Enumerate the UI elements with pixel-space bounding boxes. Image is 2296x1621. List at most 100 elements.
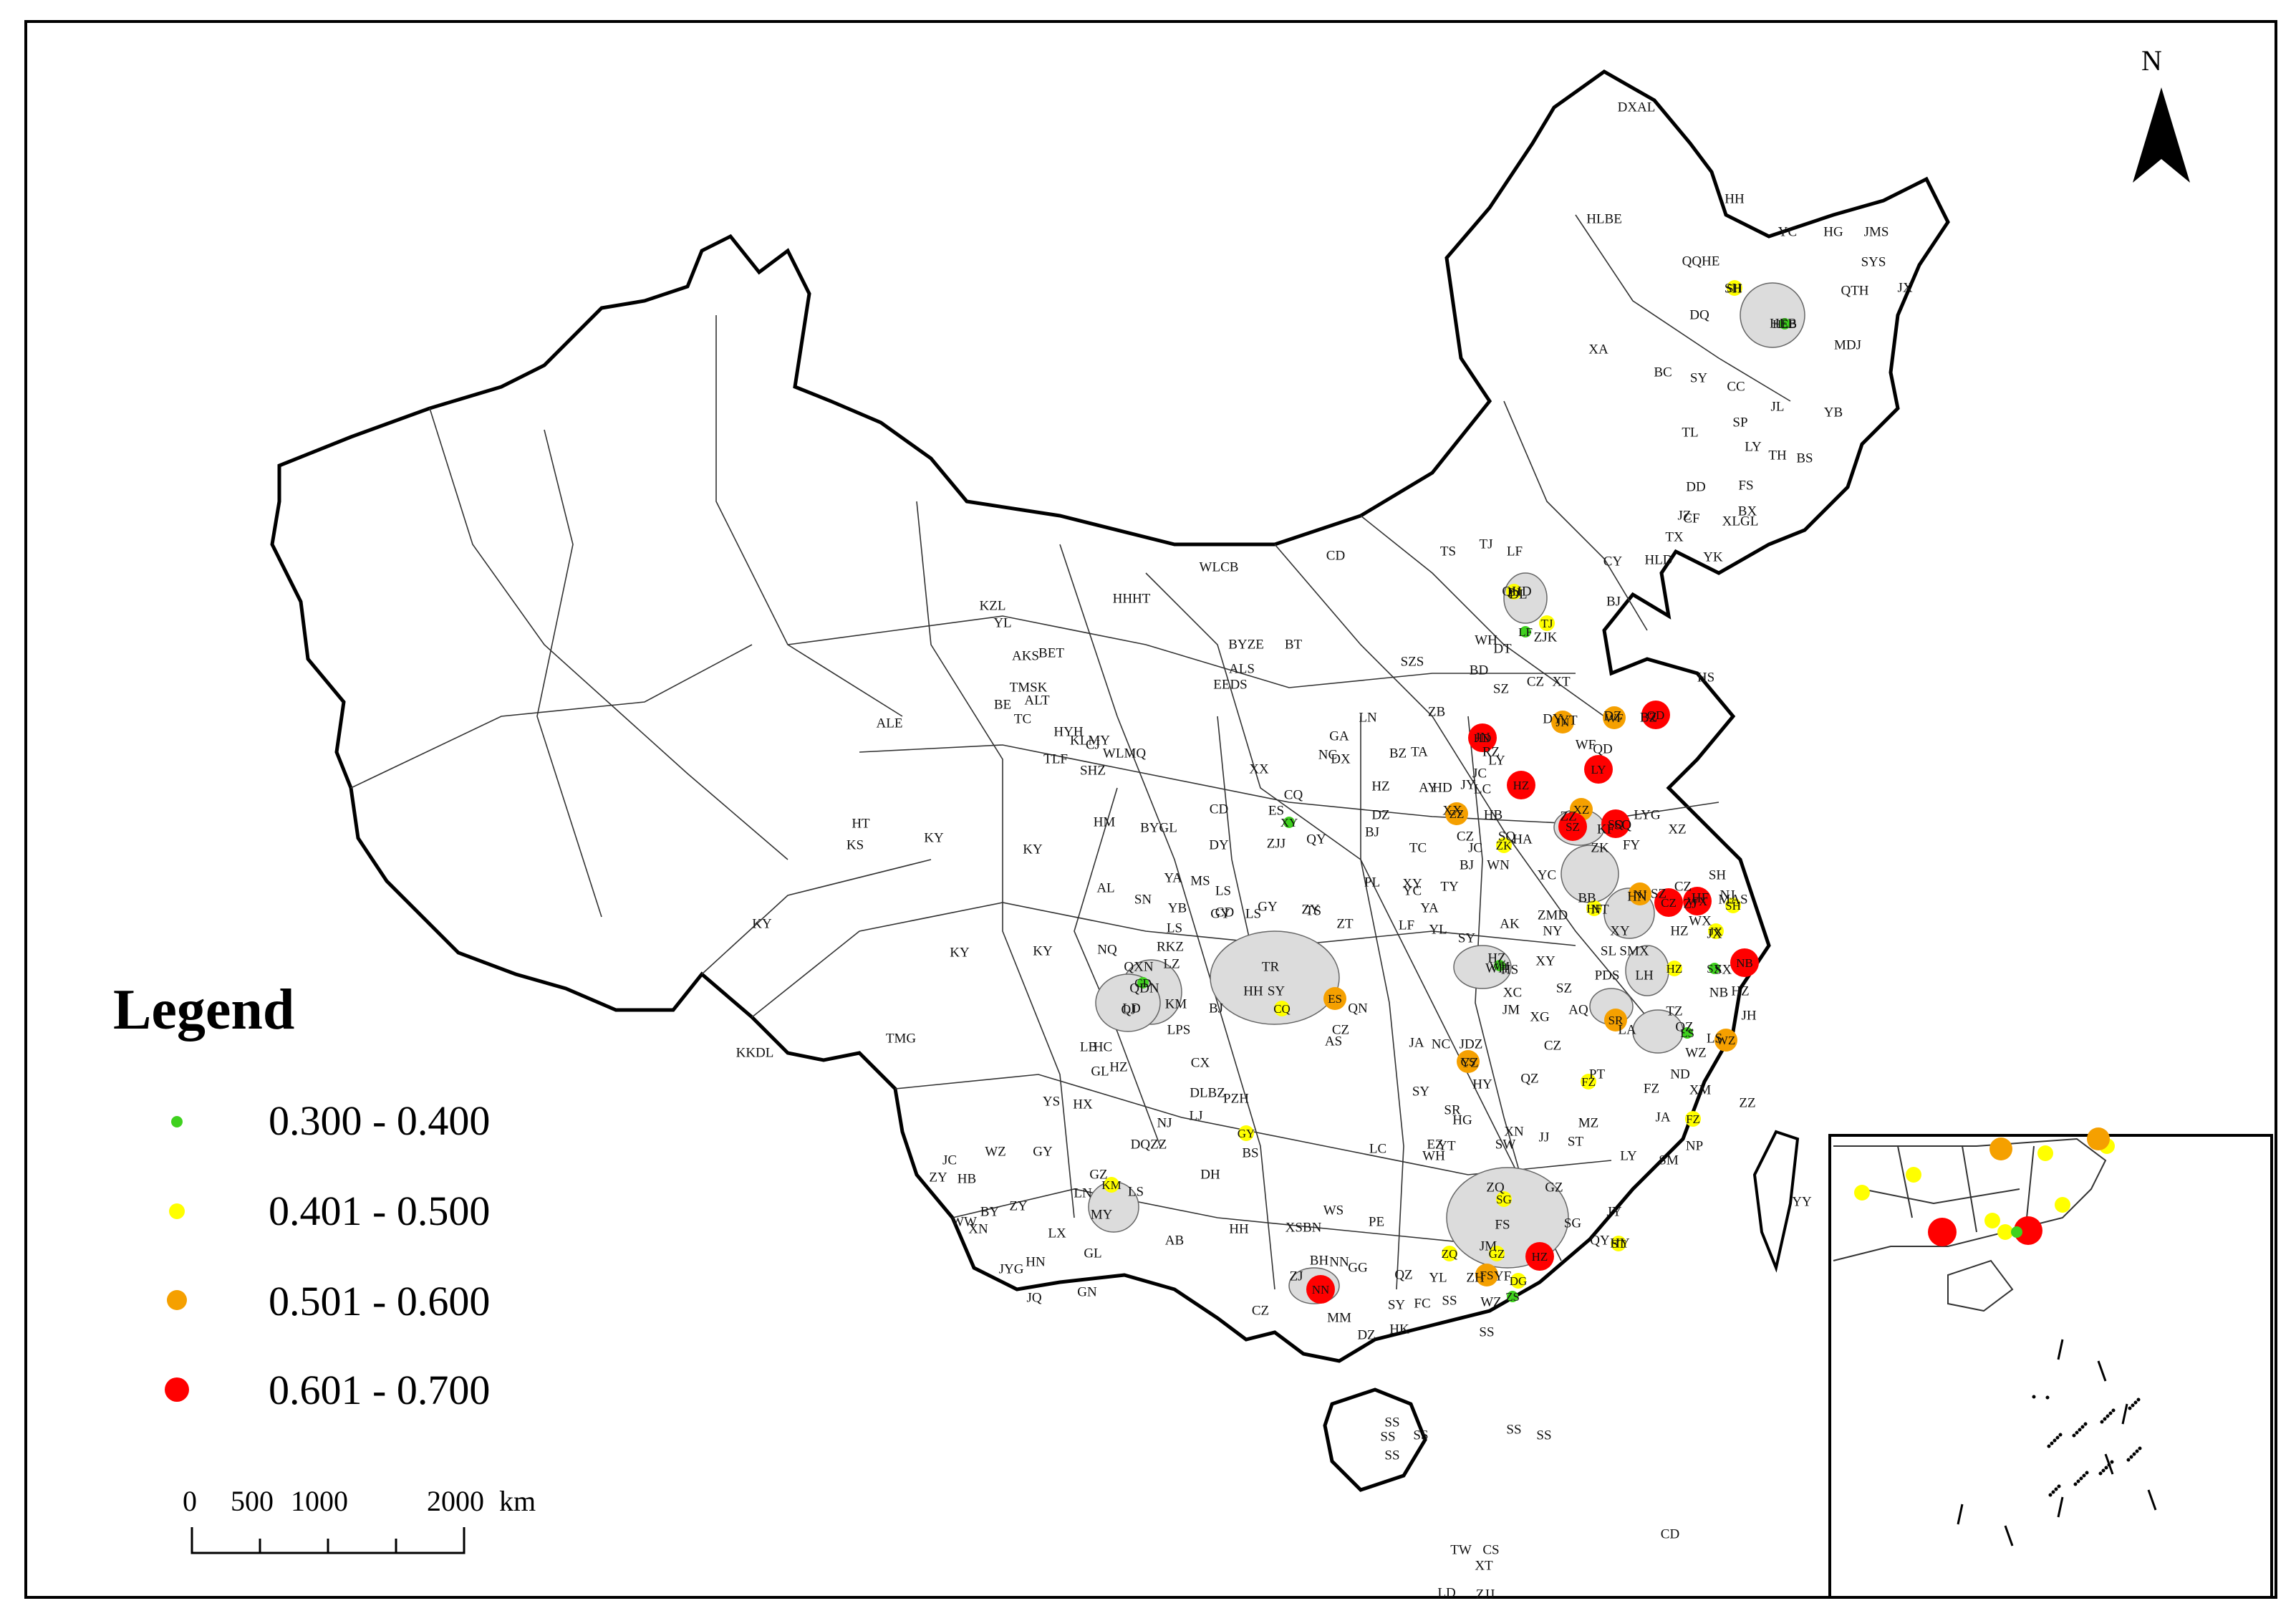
region-label: LS xyxy=(1127,1184,1144,1200)
city-code: ZQ xyxy=(1442,1247,1458,1261)
island xyxy=(2050,1441,2054,1446)
region-label: BJ xyxy=(1364,824,1380,840)
region-label: XG xyxy=(1530,1009,1550,1025)
region-label: TJ xyxy=(1479,537,1493,552)
city-dot xyxy=(1727,280,1742,296)
island xyxy=(2133,1400,2138,1405)
region-label: PL xyxy=(1364,875,1381,890)
region-label: DL xyxy=(1509,587,1528,602)
region-label: XT xyxy=(1475,1558,1493,1574)
city-marker: FS xyxy=(1475,1264,1498,1286)
hainan-island xyxy=(1323,1387,1427,1492)
city-marker: HZ xyxy=(1666,961,1682,976)
region-label: PZH xyxy=(1223,1091,1249,1107)
region-label: QXN xyxy=(1124,959,1154,975)
region-label: JJ xyxy=(1538,1130,1550,1145)
region-label: NJ xyxy=(1157,1115,1172,1131)
region-label: XY xyxy=(1535,953,1555,969)
city-code: QD xyxy=(1647,708,1665,722)
region-label: SG xyxy=(1563,1216,1582,1231)
region-label: SH xyxy=(1724,281,1742,297)
region-label: HLD xyxy=(1644,552,1673,568)
region-label: CX xyxy=(1190,1055,1210,1071)
city-dot xyxy=(1306,1275,1335,1304)
city-code: CS xyxy=(1461,1055,1476,1069)
island xyxy=(2100,1420,2104,1424)
region-label: ES xyxy=(1268,803,1285,819)
region-label: SM xyxy=(1659,1153,1679,1168)
sea-boundary-dash xyxy=(2121,1403,2128,1425)
city-dot xyxy=(1506,584,1522,600)
region-label: HHHT xyxy=(1112,591,1151,607)
region-label: WN xyxy=(1487,857,1510,873)
region-label: BJ xyxy=(1606,594,1621,610)
region-label: HM xyxy=(1093,814,1116,830)
inset-boundary xyxy=(1947,1259,2014,1312)
region-label: XN xyxy=(1504,1124,1524,1140)
island xyxy=(2054,1487,2058,1491)
region-label: LF xyxy=(1398,918,1415,933)
region-label: AB xyxy=(1164,1233,1185,1249)
city-marker: NJ xyxy=(1629,882,1651,905)
region-label: HZ xyxy=(1731,983,1750,999)
legend-dot-green xyxy=(171,1116,183,1127)
sea-boundary-dash xyxy=(2057,1496,2064,1518)
region-label: YF xyxy=(1493,1269,1512,1284)
city-dot xyxy=(1601,809,1630,838)
city-code: FS xyxy=(1480,1269,1494,1282)
region-label: LY xyxy=(1620,1148,1637,1164)
city-code: WZ xyxy=(1717,1034,1735,1047)
city-marker: WH xyxy=(1490,959,1510,973)
region-label: FS xyxy=(1738,478,1754,494)
region-label: LD xyxy=(1437,1585,1456,1601)
region-label: PDS xyxy=(1594,968,1620,983)
region-label: LC xyxy=(1369,1141,1387,1157)
region-label: KM xyxy=(1164,996,1187,1012)
region-label: ZJJ xyxy=(1266,836,1286,852)
inset-city-dot xyxy=(2087,1127,2110,1150)
city-dot xyxy=(1666,961,1682,976)
region-label: WH xyxy=(1475,632,1497,648)
region-label: LS xyxy=(1245,906,1262,922)
city-marker: WF xyxy=(1603,706,1626,729)
region-label: QZ xyxy=(1394,1267,1413,1283)
island xyxy=(2048,1493,2053,1497)
city-marker: ZS xyxy=(1505,1290,1520,1304)
island xyxy=(2108,1411,2113,1415)
city-dot xyxy=(1457,1050,1480,1073)
city-code: HZ xyxy=(1513,779,1530,792)
city-marker: ZZ xyxy=(1445,802,1468,825)
city-code: BJ xyxy=(1508,585,1520,599)
island xyxy=(2075,1430,2079,1435)
region-label: LYG xyxy=(1634,807,1661,823)
city-marker: FZ xyxy=(1685,1111,1701,1127)
region-label: JY xyxy=(1460,777,1476,793)
city-dot xyxy=(1475,1264,1498,1286)
region-label: HYH xyxy=(1053,724,1084,740)
region-label: CD xyxy=(1326,548,1346,564)
region-label: ZJ xyxy=(1289,1269,1303,1284)
city-marker: SZ xyxy=(1558,812,1587,841)
sea-boundary-dash xyxy=(2147,1489,2157,1511)
taiwan-island xyxy=(1752,1130,1800,1273)
island xyxy=(2047,1444,2051,1448)
city-code: SQ xyxy=(1608,817,1624,831)
island xyxy=(2058,1433,2063,1437)
legend-range-4: 0.601 - 0.700 xyxy=(269,1367,491,1413)
region-label: QY xyxy=(1590,1233,1610,1249)
region-label: TMSK xyxy=(1009,680,1048,696)
region-label: CD xyxy=(1660,1526,1680,1542)
scale-bar xyxy=(190,1527,466,1554)
region-label: TZ xyxy=(1666,1004,1683,1019)
region-label: YA xyxy=(1164,870,1182,886)
region-label: DQZZ xyxy=(1130,1137,1167,1153)
region-label: JYG xyxy=(998,1261,1024,1277)
inset-frame xyxy=(1828,1134,2273,1599)
region-label: SYS xyxy=(1861,254,1886,270)
region-label: FZ xyxy=(1643,1081,1660,1097)
legend-range-3: 0.501 - 0.600 xyxy=(269,1278,491,1324)
region-label: LS xyxy=(1215,883,1232,899)
city-code: ZS xyxy=(1505,1290,1520,1304)
region-label: JM xyxy=(1502,1002,1520,1018)
city-marker: LY xyxy=(1584,755,1613,784)
